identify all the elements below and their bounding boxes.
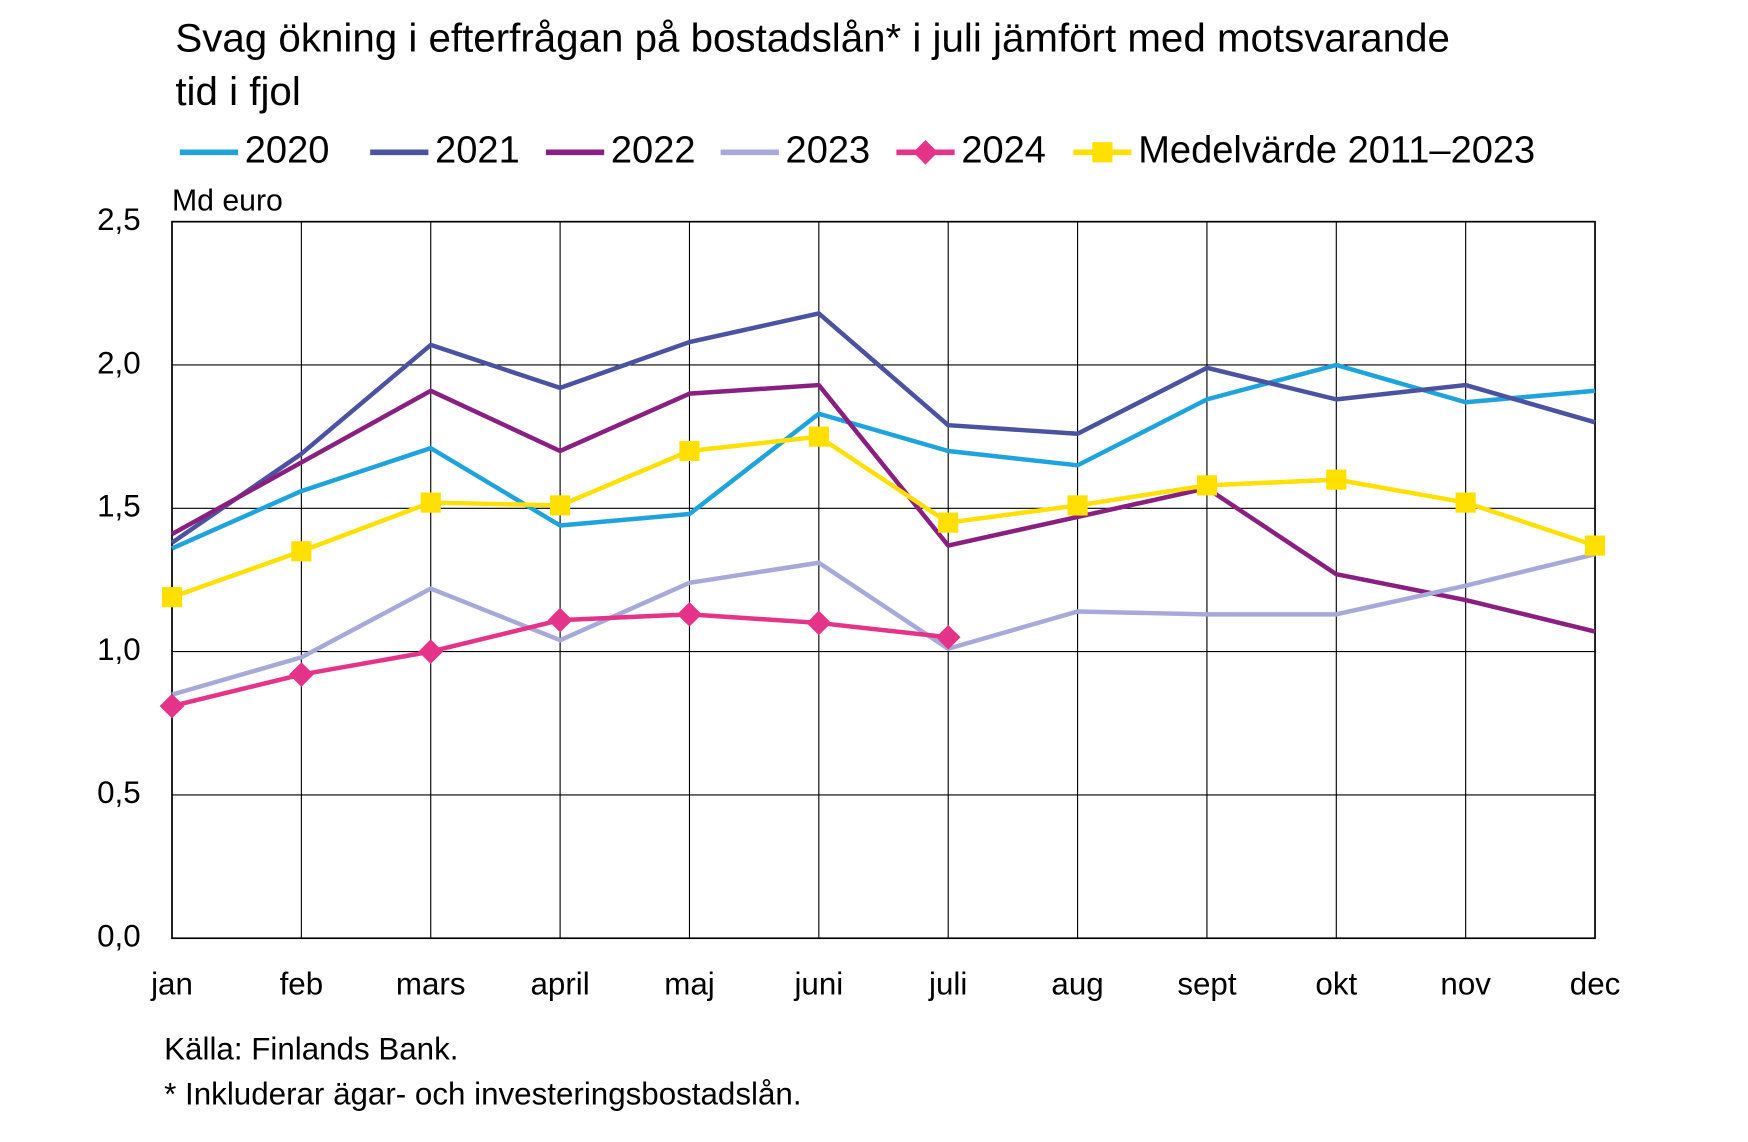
x-tick-label: juli (928, 967, 967, 1002)
legend-label: Medelvärde 2011–2023 (1138, 129, 1535, 171)
data-point (808, 426, 829, 447)
plot-frame (171, 220, 1596, 940)
data-point (550, 495, 571, 516)
series-line (170, 311, 1596, 545)
series-line (171, 362, 1596, 551)
y-tick-label: 0,0 (97, 919, 141, 954)
y-tick-label: 1,5 (97, 489, 141, 524)
source-note: Källa: Finlands Bank. (164, 1032, 458, 1067)
y-tick-label: 2,5 (97, 202, 141, 237)
legend-label: 2020 (245, 129, 330, 171)
data-point (1196, 475, 1218, 496)
legend-label: 2021 (435, 129, 520, 171)
data-point (677, 602, 702, 627)
x-tick-label: okt (1315, 967, 1357, 1002)
data-point (938, 512, 959, 533)
legend-label: 2024 (961, 129, 1046, 171)
data-point (679, 440, 700, 462)
series-line (171, 434, 1596, 600)
y-tick-label: 2,0 (97, 345, 141, 380)
data-point (1584, 535, 1606, 556)
y-axis-label: Md euro (172, 185, 283, 218)
x-tick-label: april (531, 967, 590, 1002)
data-point (547, 607, 573, 633)
data-point (935, 624, 961, 650)
data-point (418, 639, 444, 664)
x-tick-label: mars (396, 967, 466, 1002)
series-line (171, 551, 1596, 697)
x-tick-label: nov (1440, 967, 1491, 1002)
chart-title: Svag ökning i efterfrågan på bostadslån*… (175, 15, 1450, 114)
legend-label: 2023 (786, 129, 871, 171)
data-point (161, 587, 183, 608)
legend-marker (1092, 142, 1113, 163)
x-tick-label: aug (1051, 967, 1103, 1002)
data-point (289, 662, 314, 687)
x-tick-label: maj (664, 967, 714, 1002)
data-point (806, 610, 832, 636)
x-tick-label: sept (1177, 967, 1237, 1002)
data-point (1067, 495, 1088, 516)
data-point (420, 492, 441, 513)
data-point (291, 541, 312, 562)
series-line (170, 382, 1596, 634)
x-tick-label: jan (150, 967, 193, 1002)
legend-label: 2022 (611, 129, 696, 171)
footnote: * Inkluderar ägar- och investeringsbosta… (164, 1076, 801, 1111)
data-point (1326, 469, 1347, 490)
x-tick-label: dec (1570, 967, 1621, 1002)
x-tick-label: feb (280, 967, 324, 1002)
y-tick-label: 1,0 (97, 632, 141, 667)
data-point (1455, 492, 1476, 513)
y-tick-label: 0,5 (97, 775, 141, 810)
legend-marker (913, 139, 938, 165)
data-point (159, 693, 185, 719)
x-tick-label: juni (793, 967, 843, 1002)
